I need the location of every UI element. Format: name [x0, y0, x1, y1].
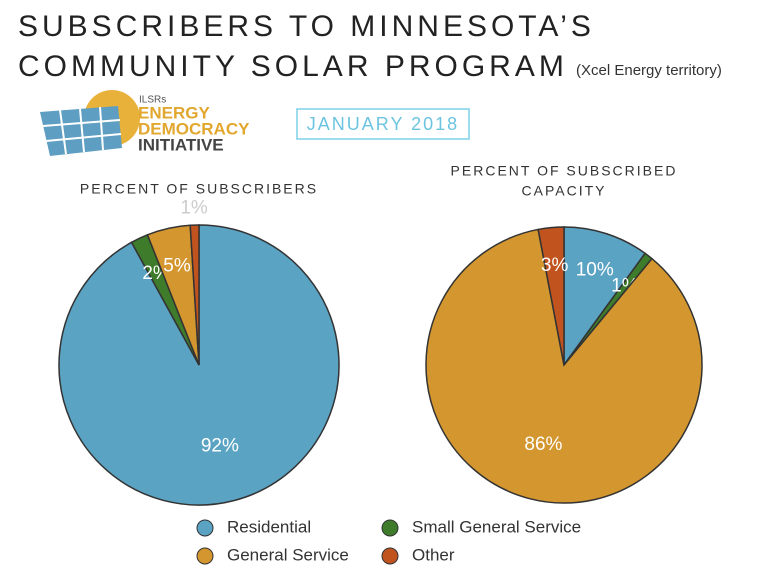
logo-grid	[42, 106, 122, 155]
chart-title: PERCENT OF SUBSCRIBED	[451, 163, 678, 179]
logo-org: ILSRs	[139, 95, 166, 106]
logo-line: INITIATIVE	[138, 135, 224, 154]
logo: ILSRs ENERGY DEMOCRACY INITIATIVE	[40, 90, 250, 156]
value-label: 1%	[180, 197, 208, 218]
subtitle: (Xcel Energy territory)	[576, 62, 722, 79]
chart-title: PERCENT OF SUBSCRIBERS	[80, 181, 318, 197]
value-label: 5%	[163, 256, 191, 277]
pie-slice	[189, 224, 200, 366]
value-label: 86%	[524, 434, 562, 455]
logo-line: ENERGY	[138, 103, 210, 122]
pie-slice	[425, 228, 703, 504]
date-box	[296, 108, 470, 140]
value-label: 92%	[201, 435, 239, 456]
legend-label: Other	[412, 545, 455, 564]
legend-swatch	[196, 547, 214, 565]
chart-title: CAPACITY	[522, 183, 607, 199]
legend-swatch	[196, 519, 214, 537]
legend-label: Small General Service	[412, 517, 581, 536]
pie-slice	[537, 226, 565, 366]
title-line: SUBSCRIBERS TO MINNESOTA’S	[18, 10, 595, 43]
logo-line: DEMOCRACY	[138, 119, 250, 138]
pie-slice	[563, 226, 647, 368]
legend-swatch	[381, 519, 399, 537]
value-label: 10%	[576, 260, 614, 281]
value-label: 3%	[541, 255, 569, 276]
legend-label: Residential	[227, 517, 311, 536]
legend-swatch	[381, 547, 399, 565]
date: JANUARY 2018	[307, 114, 459, 134]
legend-label: General Service	[227, 545, 349, 564]
title-line: COMMUNITY SOLAR PROGRAM	[18, 50, 568, 83]
